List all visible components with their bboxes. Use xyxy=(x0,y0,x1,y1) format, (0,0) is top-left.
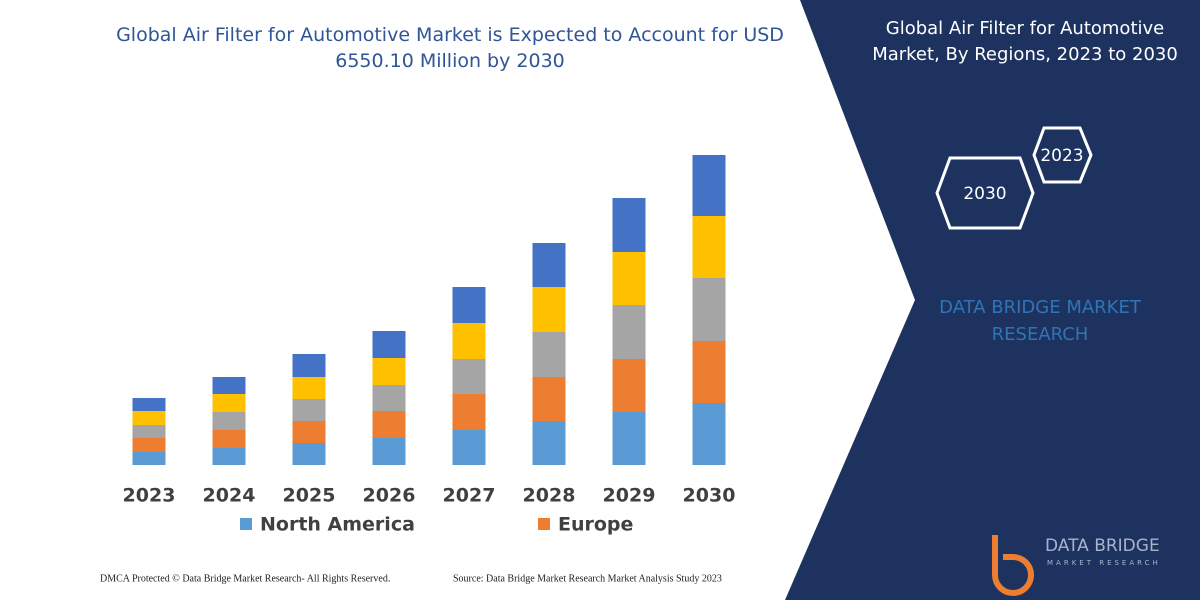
plot: 2023 2024 2025 2026 2027 2028 2029 2030 North Am… xyxy=(123,155,736,536)
chart-title: Global Air Filter for Automotive Market … xyxy=(116,24,784,72)
bar-segment xyxy=(452,323,486,359)
bar-segment xyxy=(212,430,246,448)
bar-segment xyxy=(372,331,406,358)
brand-text: DATA BRIDGE MARKET RESEARCH xyxy=(939,297,1141,345)
x-tick-label: 2030 xyxy=(683,485,736,507)
hexagon-label: 2023 xyxy=(1040,146,1083,166)
bar-segment xyxy=(292,354,326,377)
bar-segment xyxy=(212,412,246,430)
bar-segment xyxy=(612,305,646,359)
bar-segment xyxy=(692,216,726,278)
bar-segment xyxy=(132,411,166,425)
bar-segment xyxy=(212,448,246,465)
x-tick-label: 2024 xyxy=(203,485,256,507)
bar-segment xyxy=(292,377,326,399)
panel-title-box: Global Air Filter for Automotive Market,… xyxy=(872,18,1178,65)
bar-segment xyxy=(692,155,726,216)
x-tick-label: 2025 xyxy=(283,485,336,507)
x-tick-label: 2027 xyxy=(443,485,496,507)
bar-segment xyxy=(692,278,726,341)
bar-segment xyxy=(212,394,246,412)
logo-bottom: MARKET RESEARCH xyxy=(1047,559,1161,567)
bar-segment xyxy=(452,359,486,394)
x-tick-label: 2029 xyxy=(603,485,656,507)
bar-segment xyxy=(292,399,326,421)
bar-segment xyxy=(612,198,646,252)
bar-segment xyxy=(532,377,566,421)
bar-segment xyxy=(292,443,326,465)
panel-title: Global Air Filter for Automotive Market,… xyxy=(872,18,1178,65)
bar-segment xyxy=(452,287,486,323)
bar-segment xyxy=(612,412,646,465)
x-tick-label: 2026 xyxy=(363,485,416,507)
bar-segment xyxy=(132,425,166,438)
bar-segment xyxy=(532,243,566,287)
legend-label: Europe xyxy=(558,514,633,536)
footer-right: Source: Data Bridge Market Research Mark… xyxy=(453,573,722,584)
bar-segment xyxy=(612,252,646,305)
bar-segment xyxy=(372,358,406,385)
bar-segment xyxy=(532,421,566,465)
logo-icon xyxy=(992,535,1034,596)
bar-segment xyxy=(212,377,246,394)
x-tick-label: 2023 xyxy=(123,485,176,507)
bar-segment xyxy=(292,421,326,443)
bar-segment xyxy=(372,411,406,438)
bar-segment xyxy=(132,452,166,465)
logo-top: DATA BRIDGE xyxy=(1045,536,1160,556)
bar-segment xyxy=(132,398,166,411)
bar-segment xyxy=(132,438,166,452)
bar-segment xyxy=(692,403,726,465)
hexagon-label: 2030 xyxy=(963,184,1006,204)
bar-segment xyxy=(372,385,406,411)
bar-segment xyxy=(532,287,566,332)
side-panel xyxy=(785,0,1200,600)
legend-swatch xyxy=(538,518,550,530)
title-box: Global Air Filter for Automotive Market … xyxy=(116,24,784,72)
bar-segment xyxy=(612,359,646,412)
hexagon xyxy=(1032,126,1093,184)
bar-segment xyxy=(372,438,406,465)
bar-segment xyxy=(532,332,566,377)
legend-swatch xyxy=(240,518,252,530)
footer-left: DMCA Protected © Data Bridge Market Rese… xyxy=(100,573,390,584)
bar-segment xyxy=(452,430,486,465)
legend-label: North America xyxy=(260,514,415,536)
bar-segment xyxy=(452,394,486,430)
brand-box: DATA BRIDGE MARKET RESEARCH xyxy=(939,297,1141,345)
x-tick-label: 2028 xyxy=(523,485,576,507)
hexagon xyxy=(935,156,1035,230)
bar-segment xyxy=(692,341,726,403)
